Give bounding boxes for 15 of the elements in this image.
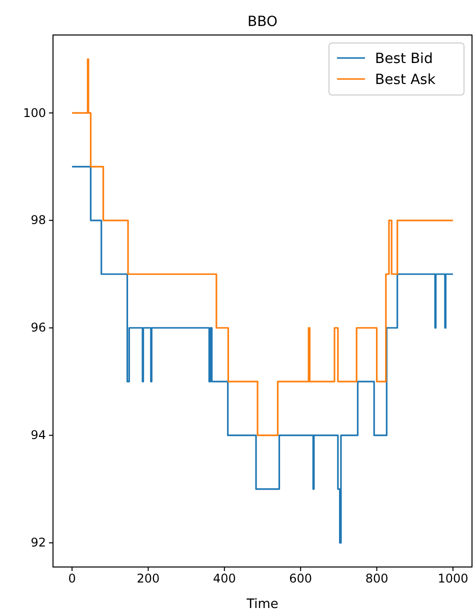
x-tick-label: 0 [68, 572, 76, 586]
y-tick-label: 92 [30, 536, 46, 550]
x-tick-label: 800 [365, 572, 388, 586]
y-tick-label: 98 [30, 213, 46, 228]
x-tick-label: 200 [136, 572, 160, 586]
y-tick-label: 94 [30, 428, 46, 442]
x-tick-label: 400 [212, 572, 236, 586]
legend-label: Best Ask [375, 72, 436, 88]
chart-title: BBO [248, 14, 278, 30]
x-tick-label: 1000 [438, 572, 468, 586]
x-tick-label: 600 [289, 572, 312, 586]
y-tick-label: 96 [30, 320, 46, 335]
x-axis-title: Time [246, 597, 278, 612]
legend-label: Best Bid [375, 51, 433, 67]
y-tick-label: 100 [23, 106, 46, 120]
